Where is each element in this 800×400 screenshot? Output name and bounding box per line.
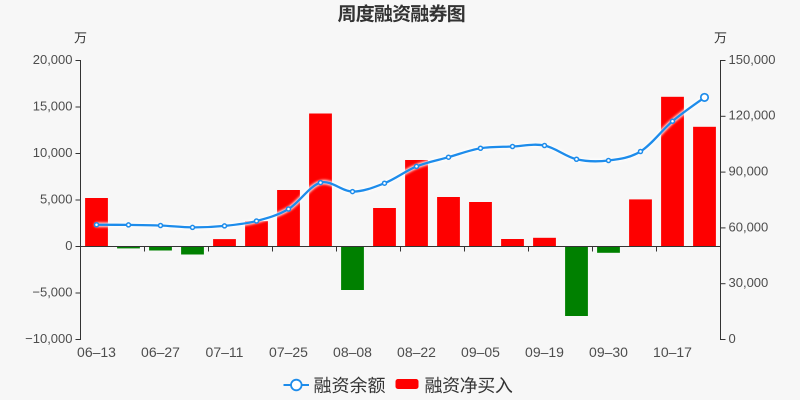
svg-text:10–17: 10–17 [653, 344, 692, 360]
svg-text:08–22: 08–22 [397, 344, 436, 360]
svg-text:20,000: 20,000 [33, 52, 73, 67]
svg-text:09–30: 09–30 [589, 344, 628, 360]
svg-text:5,000: 5,000 [40, 191, 73, 206]
svg-text:0: 0 [729, 331, 736, 346]
svg-text:90,000: 90,000 [729, 164, 769, 179]
svg-text:06–27: 06–27 [141, 344, 180, 360]
svg-text:10,000: 10,000 [33, 145, 73, 160]
svg-text:08–08: 08–08 [333, 344, 372, 360]
svg-text:120,000: 120,000 [729, 108, 776, 123]
svg-text:06–13: 06–13 [77, 344, 116, 360]
svg-text:0: 0 [65, 238, 72, 253]
svg-text:−5,000: −5,000 [32, 284, 72, 299]
svg-text:07–25: 07–25 [269, 344, 308, 360]
svg-text:09–05: 09–05 [461, 344, 500, 360]
svg-text:09–19: 09–19 [525, 344, 564, 360]
svg-text:30,000: 30,000 [729, 275, 769, 290]
svg-text:−10,000: −10,000 [25, 331, 72, 346]
svg-text:60,000: 60,000 [729, 219, 769, 234]
svg-text:07–11: 07–11 [206, 344, 244, 360]
svg-text:150,000: 150,000 [729, 52, 776, 67]
svg-text:15,000: 15,000 [33, 98, 73, 113]
